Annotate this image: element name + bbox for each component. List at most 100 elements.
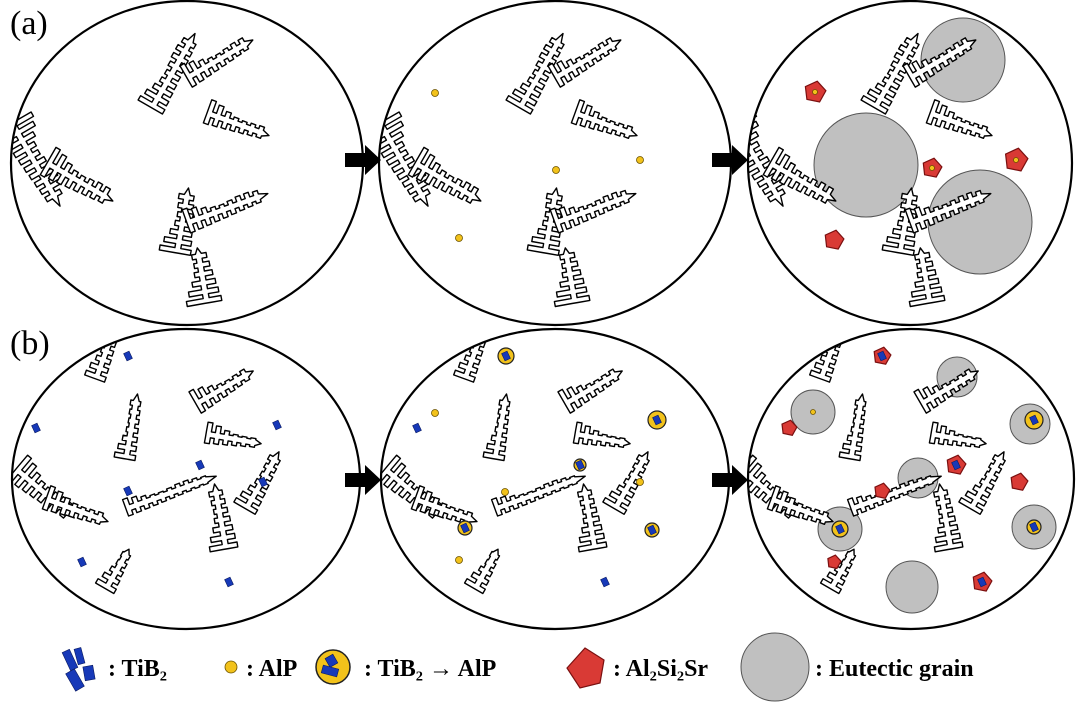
tib2-particle bbox=[123, 350, 133, 362]
tib2-particle bbox=[77, 556, 87, 568]
dendrite bbox=[572, 421, 631, 448]
al2si2sr-particle bbox=[1010, 472, 1029, 491]
dendrite bbox=[925, 99, 993, 140]
dendrite bbox=[207, 483, 239, 553]
alp-particle bbox=[431, 89, 439, 97]
dendrite bbox=[860, 32, 920, 115]
alp-particle bbox=[810, 409, 816, 415]
microstructure-a-stage-2 bbox=[377, 0, 733, 327]
eutectic-grain bbox=[813, 112, 919, 218]
dendrite bbox=[181, 189, 269, 234]
tib2-particle bbox=[951, 459, 961, 471]
dendrite bbox=[233, 451, 281, 515]
dendrite bbox=[547, 37, 622, 88]
tib2-particle bbox=[652, 414, 662, 426]
legend-tib2: : TiB₂ bbox=[108, 656, 167, 682]
dendrite bbox=[113, 393, 142, 462]
circle-outline bbox=[746, 327, 1076, 631]
dendrite bbox=[188, 368, 254, 414]
tib2-particle bbox=[272, 419, 282, 431]
microstructure-b-stage-1 bbox=[10, 327, 362, 631]
eutectic-grain bbox=[920, 17, 1006, 103]
dendrite bbox=[846, 475, 942, 517]
eutectic-grain-legend-icon bbox=[740, 632, 810, 702]
microstructure-b-stage-2 bbox=[379, 327, 731, 631]
dendrite bbox=[913, 368, 979, 414]
dendrite bbox=[185, 247, 223, 308]
dendrite bbox=[202, 99, 270, 140]
arrow-icon bbox=[345, 145, 381, 175]
dendrite bbox=[179, 37, 254, 88]
panel-label-b: (b) bbox=[10, 325, 50, 362]
dendrite-group bbox=[11, 32, 270, 308]
dendrite bbox=[482, 393, 511, 462]
dendrite bbox=[453, 329, 494, 383]
tib2-particle bbox=[1029, 521, 1039, 533]
tib2-particle bbox=[977, 576, 987, 588]
al2si2sr-legend-icon bbox=[566, 647, 605, 689]
dendrite bbox=[904, 189, 992, 234]
tib2-particle bbox=[460, 522, 470, 534]
dendrite bbox=[83, 329, 125, 383]
tib2-particle bbox=[877, 350, 887, 362]
tib2-particle bbox=[835, 523, 845, 535]
dendrite bbox=[762, 146, 837, 204]
tib2-particle bbox=[224, 576, 234, 588]
tib2-particle bbox=[195, 459, 205, 471]
dendrite-group bbox=[748, 17, 1033, 308]
alp-particle bbox=[552, 166, 560, 174]
dendrite bbox=[463, 548, 501, 595]
dendrite bbox=[526, 187, 563, 257]
dendrite-group bbox=[12, 329, 281, 595]
circle-background bbox=[379, 1, 731, 325]
dendrite bbox=[505, 32, 565, 115]
dendrite bbox=[819, 548, 857, 595]
arrow-icon bbox=[712, 465, 748, 495]
dendrite bbox=[933, 483, 964, 553]
dendrite bbox=[121, 475, 217, 517]
legend-alp: : AlP bbox=[246, 656, 297, 682]
alp-particle bbox=[812, 89, 818, 95]
legend: : TiB₂ : AlP : TiB₂ → AlP : Al₂Si₂Sr : E… bbox=[61, 632, 974, 702]
dendrite bbox=[94, 548, 132, 595]
arrow-icon bbox=[345, 465, 381, 495]
dendrite bbox=[838, 393, 867, 462]
al2si2sr-particle bbox=[827, 554, 842, 570]
alp-particle bbox=[455, 556, 463, 564]
tib2-particle bbox=[258, 476, 268, 488]
dendrite bbox=[407, 146, 482, 204]
tib2-particle bbox=[575, 459, 585, 471]
microstructure-a-stage-1 bbox=[9, 0, 365, 327]
dendrite bbox=[602, 451, 650, 515]
dendrite bbox=[549, 189, 637, 234]
tib2-particle bbox=[123, 485, 133, 497]
dendrite bbox=[557, 368, 623, 414]
dendrite bbox=[958, 451, 1006, 515]
al2si2sr-particle bbox=[781, 419, 798, 436]
alp-particle bbox=[929, 165, 935, 171]
al2si2sr-particle bbox=[874, 482, 891, 499]
dendrite bbox=[39, 146, 114, 204]
tib2-particle bbox=[501, 350, 511, 362]
panel-label-a: (a) bbox=[10, 5, 48, 42]
dendrite bbox=[809, 329, 850, 383]
alp-particle bbox=[636, 156, 644, 164]
dendrite bbox=[748, 111, 786, 207]
alp-particle bbox=[455, 234, 463, 242]
dendrite bbox=[490, 475, 586, 517]
microstructure-b-stage-3 bbox=[746, 327, 1076, 631]
al2si2sr-particle bbox=[824, 229, 845, 250]
tib2-particle bbox=[412, 422, 422, 434]
dendrite bbox=[766, 485, 834, 525]
tib2-particle bbox=[600, 576, 610, 588]
arrow-icon bbox=[712, 145, 748, 175]
dendrite bbox=[158, 187, 195, 257]
alp-particle bbox=[1013, 157, 1019, 163]
dendrite bbox=[41, 485, 109, 525]
dendrite bbox=[553, 247, 591, 308]
circle-background bbox=[381, 329, 729, 629]
legend-tib2-alp: : TiB₂ → AlP bbox=[364, 656, 496, 682]
dendrite bbox=[137, 32, 197, 115]
alp-particle bbox=[501, 488, 509, 496]
dendrite bbox=[908, 247, 946, 308]
